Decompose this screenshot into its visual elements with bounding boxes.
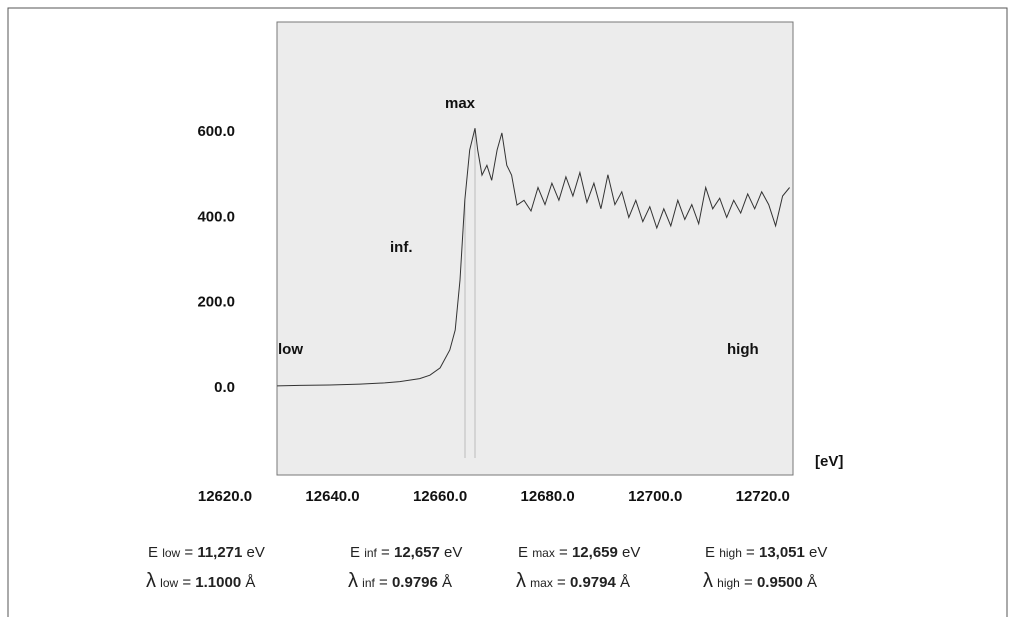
y-tick-label: 0.0 xyxy=(214,379,235,396)
subscript: max xyxy=(530,576,553,590)
equals: = xyxy=(184,544,194,561)
x-tick-label: 12660.0 xyxy=(413,488,467,505)
energy-entry: E inf = 12,657 eV xyxy=(350,544,462,561)
unit: Å xyxy=(620,574,631,591)
equals: = xyxy=(744,574,753,591)
x-tick-label: 12640.0 xyxy=(305,488,359,505)
data-line xyxy=(277,128,790,387)
wavelength-value: 0.9500 xyxy=(756,574,803,591)
wavelength-value: 0.9794 xyxy=(569,574,616,591)
unit: eV xyxy=(444,544,463,561)
symbol: E xyxy=(350,544,361,561)
equals: = xyxy=(182,574,192,591)
x-tick-label: 12700.0 xyxy=(628,488,682,505)
symbol: λ xyxy=(146,570,156,592)
equals: = xyxy=(557,574,566,591)
symbol: E xyxy=(518,544,529,561)
unit: eV xyxy=(809,544,828,561)
y-tick-label: 600.0 xyxy=(197,123,235,140)
energy-value: 12,657 xyxy=(393,544,440,561)
annotation: inf. xyxy=(390,239,413,256)
unit: Å xyxy=(245,574,256,591)
symbol: λ xyxy=(703,570,713,592)
unit: Å xyxy=(442,574,453,591)
x-tick-label: 12680.0 xyxy=(521,488,575,505)
subscript: high xyxy=(717,576,740,590)
wavelength-value: 1.1000 xyxy=(195,574,242,591)
subscript: inf xyxy=(364,546,377,560)
x-axis-label: [eV] xyxy=(815,453,843,470)
energy-entry: E max = 12,659 eV xyxy=(518,544,640,561)
unit: Å xyxy=(807,574,818,591)
equals: = xyxy=(379,574,388,591)
energy-entry: E high = 13,051 eV xyxy=(705,544,827,561)
symbol: E xyxy=(148,544,159,561)
equals: = xyxy=(746,544,755,561)
annotation: max xyxy=(445,95,476,112)
annotation: low xyxy=(278,341,303,358)
energy-value: 13,051 xyxy=(758,544,805,561)
y-tick-label: 200.0 xyxy=(197,294,235,311)
energy-entry: E low = 11,271 eV xyxy=(148,544,265,561)
wavelength-entry: λ max = 0.9794 Å xyxy=(516,570,630,593)
x-tick-label: 12620.0 xyxy=(198,488,252,505)
wavelength-entry: λ low = 1.1000 Å xyxy=(146,570,255,593)
x-tick-label: 12720.0 xyxy=(736,488,790,505)
subscript: low xyxy=(160,576,179,590)
subscript: high xyxy=(719,546,742,560)
energy-value: 12,659 xyxy=(571,544,618,561)
wavelength-value: 0.9796 xyxy=(391,574,438,591)
equals: = xyxy=(381,544,390,561)
subscript: low xyxy=(162,546,181,560)
wavelength-entry: λ high = 0.9500 Å xyxy=(703,570,817,593)
y-tick-label: 400.0 xyxy=(197,208,235,225)
subscript: max xyxy=(532,546,555,560)
annotation: high xyxy=(727,341,759,358)
symbol: λ xyxy=(516,570,526,592)
equals: = xyxy=(559,544,568,561)
subscript: inf xyxy=(362,576,375,590)
unit: eV xyxy=(622,544,641,561)
plot-area xyxy=(276,21,794,476)
symbol: λ xyxy=(348,570,358,592)
symbol: E xyxy=(705,544,716,561)
unit: eV xyxy=(246,544,265,561)
frame xyxy=(7,7,1008,617)
wavelength-entry: λ inf = 0.9796 Å xyxy=(348,570,452,593)
energy-value: 11,271 xyxy=(197,544,243,561)
